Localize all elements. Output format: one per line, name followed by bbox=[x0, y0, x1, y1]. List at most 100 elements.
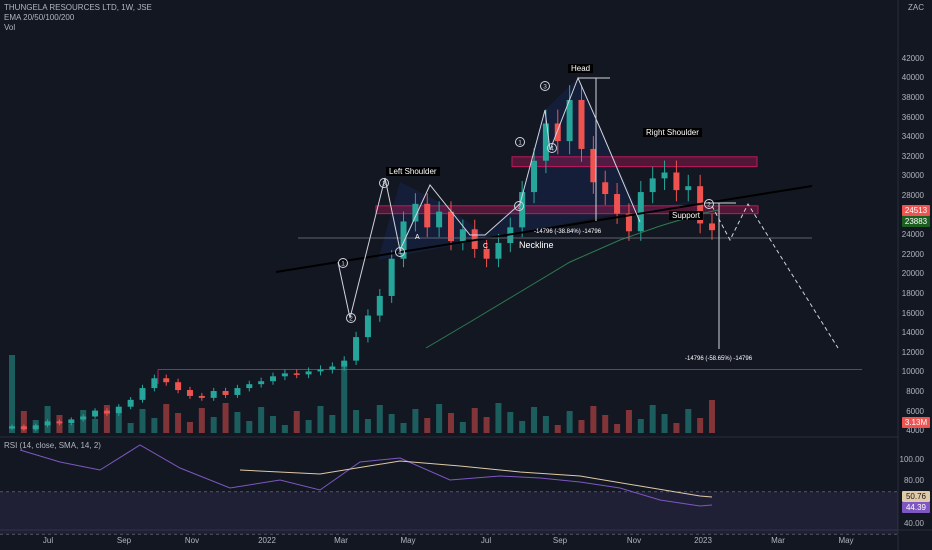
measure-label-1[interactable]: -14796 (-38.84%) -14796 bbox=[534, 229, 602, 235]
support-label[interactable]: Support bbox=[669, 211, 704, 220]
volume-bar bbox=[459, 422, 466, 433]
point-a-label: A bbox=[415, 234, 420, 241]
candle-body bbox=[412, 203, 419, 222]
price-tick: 42000 bbox=[901, 53, 924, 63]
wave-circle bbox=[540, 81, 550, 91]
rsi-line bbox=[19, 444, 713, 507]
volume-bar bbox=[20, 411, 27, 433]
point-c-label: C bbox=[483, 243, 489, 250]
symbol-title[interactable]: THUNGELA RESOURCES LTD, 1W, JSE bbox=[4, 3, 152, 12]
left-shoulder-label[interactable]: Left Shoulder bbox=[386, 167, 440, 176]
rsi-ma-line bbox=[239, 460, 713, 498]
candle-body bbox=[685, 186, 692, 191]
price-tick: 10000 bbox=[901, 367, 924, 377]
volume-bar bbox=[625, 410, 632, 433]
time-tick: Sep bbox=[116, 536, 132, 545]
time-tick: May bbox=[400, 536, 416, 545]
wave-circle bbox=[704, 199, 714, 209]
volume-bar bbox=[412, 409, 419, 433]
candle-body bbox=[566, 99, 573, 142]
candle-body bbox=[400, 221, 407, 259]
measure-label-2[interactable]: -14796 (-58.65%) -14796 bbox=[685, 356, 753, 362]
volume-bar bbox=[163, 404, 170, 433]
volume-bar bbox=[673, 423, 680, 433]
candle-body bbox=[210, 391, 217, 398]
volume-bar bbox=[80, 410, 87, 433]
volume-bar bbox=[246, 421, 253, 433]
volume-bar bbox=[637, 419, 644, 433]
time-tick: Mar bbox=[334, 536, 348, 545]
volume-bar bbox=[186, 422, 193, 433]
candle-body bbox=[293, 373, 300, 375]
volume-bar bbox=[483, 417, 490, 433]
volume-indicator-label[interactable]: Vol bbox=[4, 23, 16, 32]
wave-number: 4 bbox=[550, 146, 554, 153]
volume-bar bbox=[341, 364, 348, 433]
neckline-label[interactable]: Neckline bbox=[519, 240, 554, 250]
price-tick: 24000 bbox=[901, 230, 924, 240]
candle-body bbox=[329, 366, 336, 370]
time-tick: 2023 bbox=[694, 536, 712, 545]
price-tick: 8000 bbox=[906, 387, 924, 396]
volume-bar bbox=[234, 412, 241, 433]
candle-body bbox=[353, 337, 360, 361]
candle-body bbox=[115, 406, 122, 414]
currency-label: ZAC bbox=[908, 3, 924, 12]
candle-body bbox=[281, 373, 288, 377]
last-price-badge: 24513 bbox=[902, 205, 930, 216]
time-tick: Sep bbox=[552, 536, 568, 545]
wave-number: 1 bbox=[341, 261, 345, 268]
volume-bar bbox=[709, 400, 715, 433]
volume-bar bbox=[139, 409, 146, 433]
price-tick: 30000 bbox=[901, 171, 924, 181]
candle-body bbox=[709, 223, 715, 231]
candle-body bbox=[341, 360, 348, 367]
volume-bar bbox=[364, 419, 371, 433]
price-tick: 34000 bbox=[901, 132, 924, 142]
candle-body bbox=[673, 172, 680, 191]
candle-body bbox=[186, 390, 193, 396]
candle-body bbox=[554, 123, 561, 142]
volume-bar bbox=[447, 413, 454, 433]
pattern-fill bbox=[378, 78, 700, 260]
candle-body bbox=[234, 388, 241, 395]
volume-bar bbox=[210, 417, 217, 433]
head-label[interactable]: Head bbox=[568, 64, 594, 73]
volume-bar bbox=[388, 414, 395, 433]
candle-body bbox=[590, 148, 597, 183]
volume-bar bbox=[400, 423, 407, 433]
volume-bar bbox=[519, 421, 526, 433]
candle-body bbox=[625, 213, 632, 232]
volume-bar bbox=[115, 414, 122, 433]
candle-body bbox=[222, 391, 229, 395]
candle-body bbox=[270, 376, 277, 382]
candle-body bbox=[447, 211, 454, 242]
zone-left-shoulder bbox=[375, 205, 759, 215]
volume-bar bbox=[317, 406, 324, 433]
candle-body bbox=[151, 378, 158, 389]
rsi-ma-badge: 50.76 bbox=[902, 491, 930, 502]
candle-body bbox=[317, 369, 324, 372]
candle-body bbox=[614, 194, 621, 214]
ema-price-badge: 23883 bbox=[902, 216, 930, 227]
candle-body bbox=[661, 172, 668, 179]
volume-bar bbox=[436, 404, 443, 433]
price-tick: 20000 bbox=[901, 269, 924, 279]
rsi-indicator-label[interactable]: RSI (14, close, SMA, 14, 2) bbox=[4, 441, 101, 450]
volume-bar bbox=[151, 418, 158, 433]
ema-indicator-label[interactable]: EMA 20/50/100/200 bbox=[4, 13, 75, 22]
volume-bar bbox=[495, 403, 502, 433]
volume-bar bbox=[56, 415, 63, 433]
volume-bar bbox=[9, 355, 15, 433]
volume-bar bbox=[685, 409, 692, 433]
right-shoulder-label[interactable]: Right Shoulder bbox=[643, 128, 702, 137]
volume-bar bbox=[175, 413, 182, 433]
candle-body bbox=[495, 243, 502, 259]
wave-number: 4 bbox=[398, 250, 402, 257]
volume-bar bbox=[270, 416, 277, 433]
price-tick: 14000 bbox=[901, 328, 924, 338]
candle-body bbox=[542, 123, 549, 161]
candle-body bbox=[376, 295, 383, 316]
candle-body bbox=[68, 419, 75, 424]
